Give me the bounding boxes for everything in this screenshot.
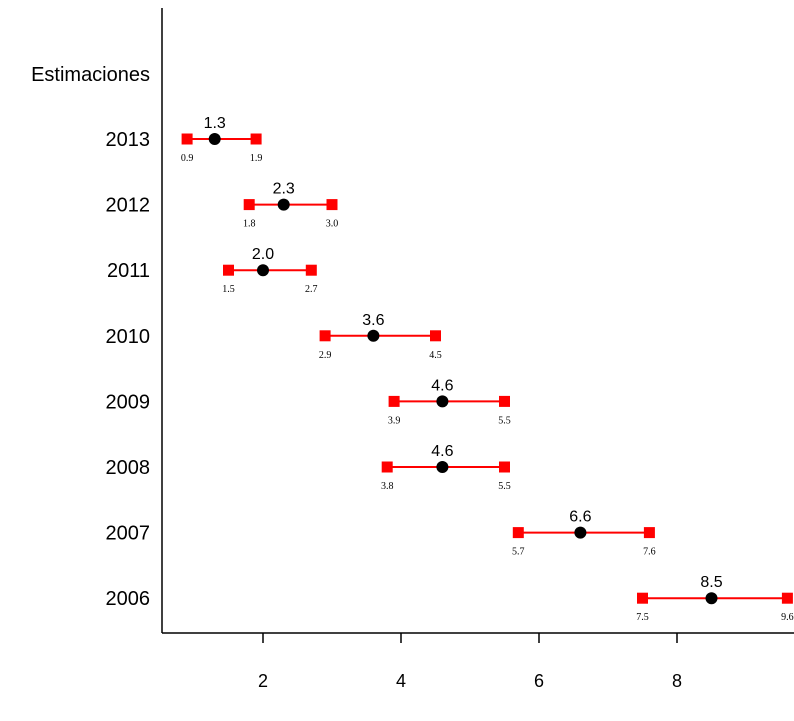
interval-row: 2009 4.6 3.9 5.5 [106,377,511,426]
estimate-point [257,264,269,277]
lower-bound-label: 3.9 [388,415,401,426]
estimate-label: 6.6 [569,509,591,526]
interval-row: 2011 2.0 1.5 2.7 [107,246,318,295]
x-tick-label: 4 [396,671,406,691]
lower-bound-marker [319,330,331,342]
upper-bound-label: 7.6 [643,547,656,558]
upper-bound-label: 2.7 [305,284,318,295]
upper-bound-marker [499,395,510,407]
estimate-point [208,133,221,145]
estimate-point [367,329,380,342]
estimate-label: 3.6 [362,312,384,329]
lower-bound-marker [243,199,255,211]
interval-row: 2006 8.5 7.5 9.6 [106,574,794,623]
lower-bound-marker [181,133,193,145]
lower-bound-label: 3.8 [381,481,394,492]
category-label: 2012 [106,195,151,217]
upper-bound-marker [499,461,510,473]
interval-row: 2008 4.6 3.8 5.5 [106,443,511,492]
lower-bound-marker [381,461,393,473]
lower-bound-label: 5.7 [512,547,525,558]
estimate-label: 4.6 [431,377,453,394]
x-axis-ticks: 2 4 6 8 [258,633,682,691]
category-label: 2006 [106,588,151,610]
upper-bound-label: 9.6 [781,612,794,623]
estimate-point [574,526,587,539]
estimate-label: 2.3 [273,181,295,198]
estimate-point [436,461,449,473]
x-tick-label: 2 [258,671,268,691]
estimate-point [436,395,449,408]
interval-row: 2013 1.3 0.9 1.9 [106,115,263,164]
upper-bound-label: 5.5 [498,481,511,492]
upper-bound-marker [781,592,793,604]
axes [161,8,794,634]
interval-row: 2010 3.6 2.9 4.5 [106,312,442,361]
category-label: 2007 [106,523,151,545]
lower-bound-marker [512,527,524,539]
x-tick-label: 8 [672,671,682,691]
estimate-point [705,592,718,605]
estimate-label: 4.6 [431,443,453,460]
category-label: 2013 [106,129,151,151]
lower-bound-marker [637,592,648,604]
upper-bound-label: 5.5 [498,415,511,426]
estimate-label: 8.5 [700,574,722,591]
upper-bound-marker [643,527,655,539]
category-label: 2008 [106,457,151,479]
interval-row: 2012 2.3 1.8 3.0 [106,181,339,230]
header: Estimaciones [31,64,150,86]
lower-bound-label: 7.5 [636,612,649,623]
upper-bound-marker [305,264,317,276]
upper-bound-marker [430,330,441,342]
estimate-label: 1.3 [204,115,226,132]
interval-row: 2007 6.6 5.7 7.6 [106,509,656,558]
lower-bound-label: 1.8 [243,219,256,230]
upper-bound-marker [326,199,338,211]
lower-bound-label: 1.5 [222,284,235,295]
estimate-label: 2.0 [252,246,274,263]
category-label: 2009 [106,391,151,413]
lower-bound-marker [388,395,400,407]
lower-bound-label: 2.9 [319,350,332,361]
category-label: 2011 [107,260,150,282]
upper-bound-marker [250,133,262,145]
estimate-point [277,198,290,211]
header-label: Estimaciones [31,64,150,86]
x-tick-label: 6 [534,671,544,691]
upper-bound-label: 4.5 [429,350,442,361]
lower-bound-marker [223,264,234,276]
lower-bound-label: 0.9 [181,153,194,164]
upper-bound-label: 1.9 [250,153,263,164]
category-label: 2010 [106,326,151,348]
upper-bound-label: 3.0 [326,219,339,230]
